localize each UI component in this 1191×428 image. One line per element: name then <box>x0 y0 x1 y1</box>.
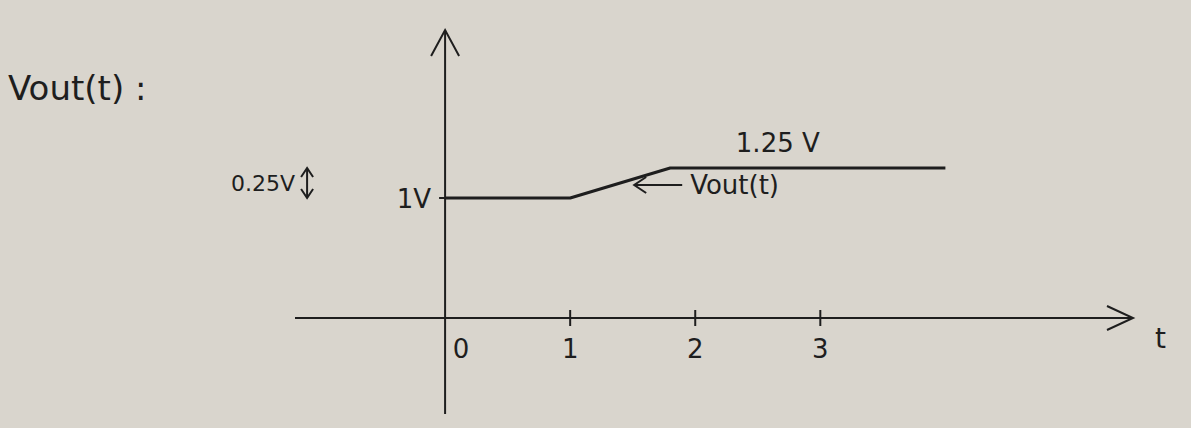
x-tick-label: 0 <box>453 334 470 364</box>
dimension-arrow <box>301 189 313 198</box>
x-tick-label: 3 <box>812 334 829 364</box>
chart: 0 1 2 3 1V t Vout(t) : 1.25 V 0.25V Vout(t) <box>0 0 1191 428</box>
x-tick <box>819 310 821 326</box>
x-tick <box>694 310 696 326</box>
x-tick-label: 1 <box>562 334 579 364</box>
dimension-line <box>306 168 308 198</box>
x-axis-arrow <box>1107 306 1133 330</box>
pointer-head <box>634 177 646 193</box>
x-axis <box>295 317 1133 319</box>
pointer <box>634 184 682 186</box>
y-tick-label: 1V <box>397 184 432 214</box>
x-tick-label: 2 <box>687 334 704 364</box>
title: Vout(t) : <box>8 68 146 108</box>
y-axis <box>444 30 446 414</box>
x-tick <box>569 310 571 326</box>
annotation: 0.25V <box>231 171 295 196</box>
dimension-arrow <box>301 168 313 177</box>
x-label: t <box>1155 322 1166 355</box>
y-axis-arrow <box>431 30 459 56</box>
annotation: 1.25 V <box>736 128 820 158</box>
annotation: Vout(t) <box>690 170 779 200</box>
